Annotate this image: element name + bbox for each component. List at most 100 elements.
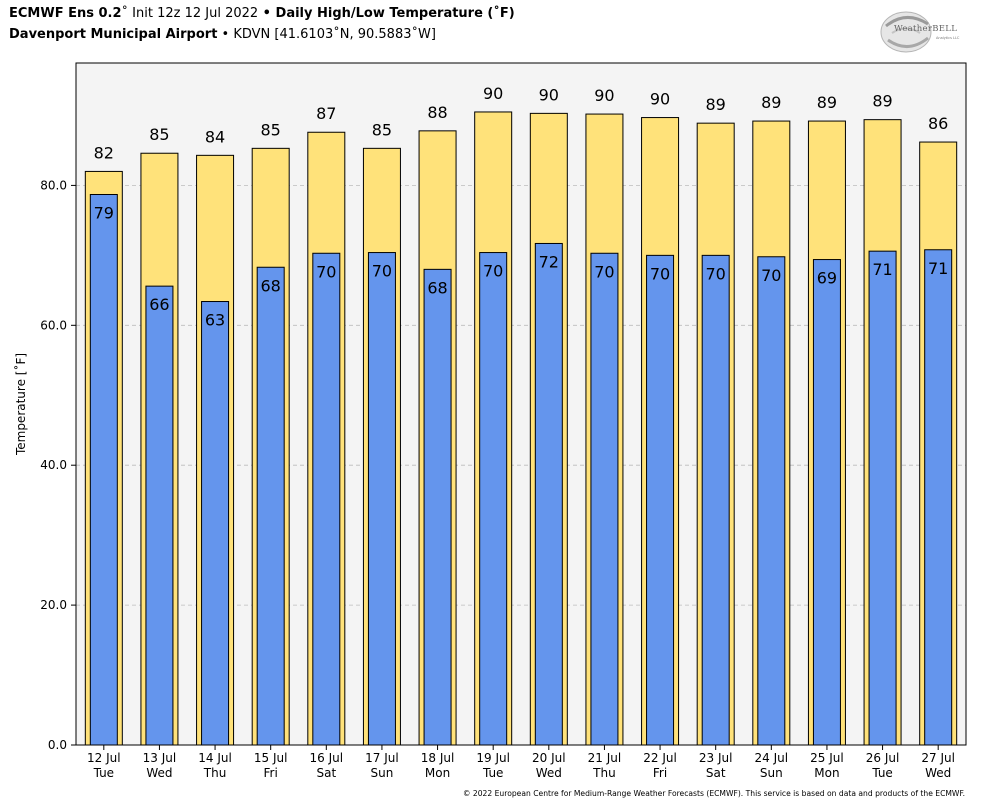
x-tick-date: 23 Jul	[699, 751, 733, 765]
x-tick-day: Tue	[93, 766, 115, 780]
low-temp-label: 70	[594, 262, 614, 281]
low-temp-bar	[534, 242, 563, 746]
x-tick-day: Wed	[925, 766, 951, 780]
high-temp-label: 89	[706, 95, 726, 114]
x-tick-day: Wed	[536, 766, 562, 780]
y-tick-label: 20.0	[40, 598, 67, 612]
x-tick-day: Fri	[653, 766, 667, 780]
x-tick-day: Sat	[706, 766, 726, 780]
low-temp-label: 70	[372, 262, 392, 281]
low-temp-bar	[812, 259, 841, 746]
low-temp-label: 68	[261, 276, 281, 295]
low-temp-bar	[256, 266, 285, 746]
x-tick-date: 16 Jul	[310, 751, 344, 765]
low-temp-bar	[145, 285, 174, 746]
low-temp-label: 63	[205, 311, 225, 330]
low-temp-label: 70	[316, 262, 336, 281]
x-tick-date: 12 Jul	[87, 751, 121, 765]
x-tick-day: Tue	[871, 766, 893, 780]
low-temp-bar	[590, 252, 619, 746]
y-tick-label: 60.0	[40, 318, 67, 332]
low-temp-bar	[479, 252, 508, 746]
model-name: ECMWF Ens 0.2	[9, 6, 122, 21]
high-temp-label: 89	[872, 92, 892, 111]
low-temp-label: 79	[94, 204, 114, 223]
y-axis-label: Temperature [˚F]	[13, 353, 28, 456]
x-tick-date: 24 Jul	[755, 751, 789, 765]
high-temp-label: 82	[94, 143, 114, 162]
copyright-footer: © 2022 European Centre for Medium-Range …	[462, 789, 965, 798]
low-temp-bar	[757, 256, 786, 746]
low-temp-bar	[367, 252, 396, 746]
location-name: Davenport Municipal Airport	[9, 27, 218, 42]
high-temp-label: 90	[650, 90, 670, 109]
low-temp-label: 70	[483, 262, 503, 281]
high-temp-label: 86	[928, 114, 948, 133]
x-tick-day: Sat	[316, 766, 336, 780]
logo-swirl-icon	[880, 11, 932, 53]
low-temp-label: 66	[149, 295, 169, 314]
high-temp-label: 85	[149, 125, 169, 144]
high-temp-label: 89	[817, 93, 837, 112]
low-temp-label: 69	[817, 269, 837, 288]
x-tick-date: 25 Jul	[810, 751, 844, 765]
high-temp-label: 90	[594, 86, 614, 105]
chart-title-line-2: Davenport Municipal Airport • KDVN [41.6…	[9, 27, 436, 42]
high-temp-label: 85	[261, 120, 281, 139]
x-tick-day: Thu	[203, 766, 227, 780]
x-tick-day: Mon	[425, 766, 450, 780]
x-tick-day: Mon	[814, 766, 839, 780]
separator: •	[258, 6, 276, 21]
x-tick-date: 14 Jul	[198, 751, 232, 765]
y-tick-label: 0.0	[48, 738, 67, 752]
x-tick-date: 18 Jul	[421, 751, 455, 765]
high-temp-label: 84	[205, 127, 225, 146]
x-tick-date: 21 Jul	[588, 751, 622, 765]
low-temp-bar	[89, 194, 118, 746]
y-tick-label: 40.0	[40, 458, 67, 472]
high-temp-label: 85	[372, 120, 392, 139]
low-temp-label: 70	[706, 264, 726, 283]
high-temp-label: 88	[427, 103, 447, 122]
high-temp-label: 90	[539, 85, 559, 104]
low-temp-label: 68	[427, 278, 447, 297]
low-temp-bar	[868, 250, 897, 746]
init-time: ˚ Init 12z 12 Jul 2022	[121, 6, 259, 21]
low-temp-bar	[312, 252, 341, 746]
x-tick-date: 26 Jul	[866, 751, 900, 765]
x-tick-date: 17 Jul	[365, 751, 399, 765]
x-tick-day: Sun	[371, 766, 394, 780]
low-temp-label: 72	[539, 252, 559, 271]
y-tick-label: 80.0	[40, 178, 67, 192]
logo-subtext: Analytics LLC	[936, 36, 960, 40]
plot-frame	[75, 62, 967, 746]
low-temp-label: 71	[928, 259, 948, 278]
high-temp-label: 89	[761, 93, 781, 112]
x-tick-day: Sun	[760, 766, 783, 780]
low-temp-bar	[924, 249, 953, 746]
x-tick-date: 20 Jul	[532, 751, 566, 765]
station-info: • KDVN [41.6103˚N, 90.5883˚W]	[217, 27, 436, 42]
x-tick-day: Fri	[264, 766, 278, 780]
low-temp-bar	[201, 301, 230, 746]
low-temp-bar	[701, 254, 730, 746]
x-tick-date: 15 Jul	[254, 751, 288, 765]
low-temp-label: 71	[872, 260, 892, 279]
low-temp-label: 70	[761, 266, 781, 285]
chart-title-line-1: ECMWF Ens 0.2˚ Init 12z 12 Jul 2022 • Da…	[9, 6, 515, 21]
high-temp-label: 90	[483, 84, 503, 103]
logo-text: WeatherBELL	[894, 24, 958, 34]
high-temp-label: 87	[316, 104, 336, 123]
low-temp-bar	[423, 268, 452, 746]
x-tick-date: 22 Jul	[643, 751, 677, 765]
low-temp-bar	[646, 254, 675, 746]
low-temp-label: 70	[650, 264, 670, 283]
x-tick-day: Tue	[482, 766, 504, 780]
x-tick-date: 27 Jul	[921, 751, 955, 765]
x-tick-day: Thu	[592, 766, 616, 780]
x-tick-date: 13 Jul	[143, 751, 177, 765]
weatherbell-logo: WeatherBELL Analytics LLC	[878, 6, 970, 56]
product-name: Daily High/Low Temperature (˚F)	[275, 6, 515, 21]
x-tick-date: 19 Jul	[476, 751, 510, 765]
